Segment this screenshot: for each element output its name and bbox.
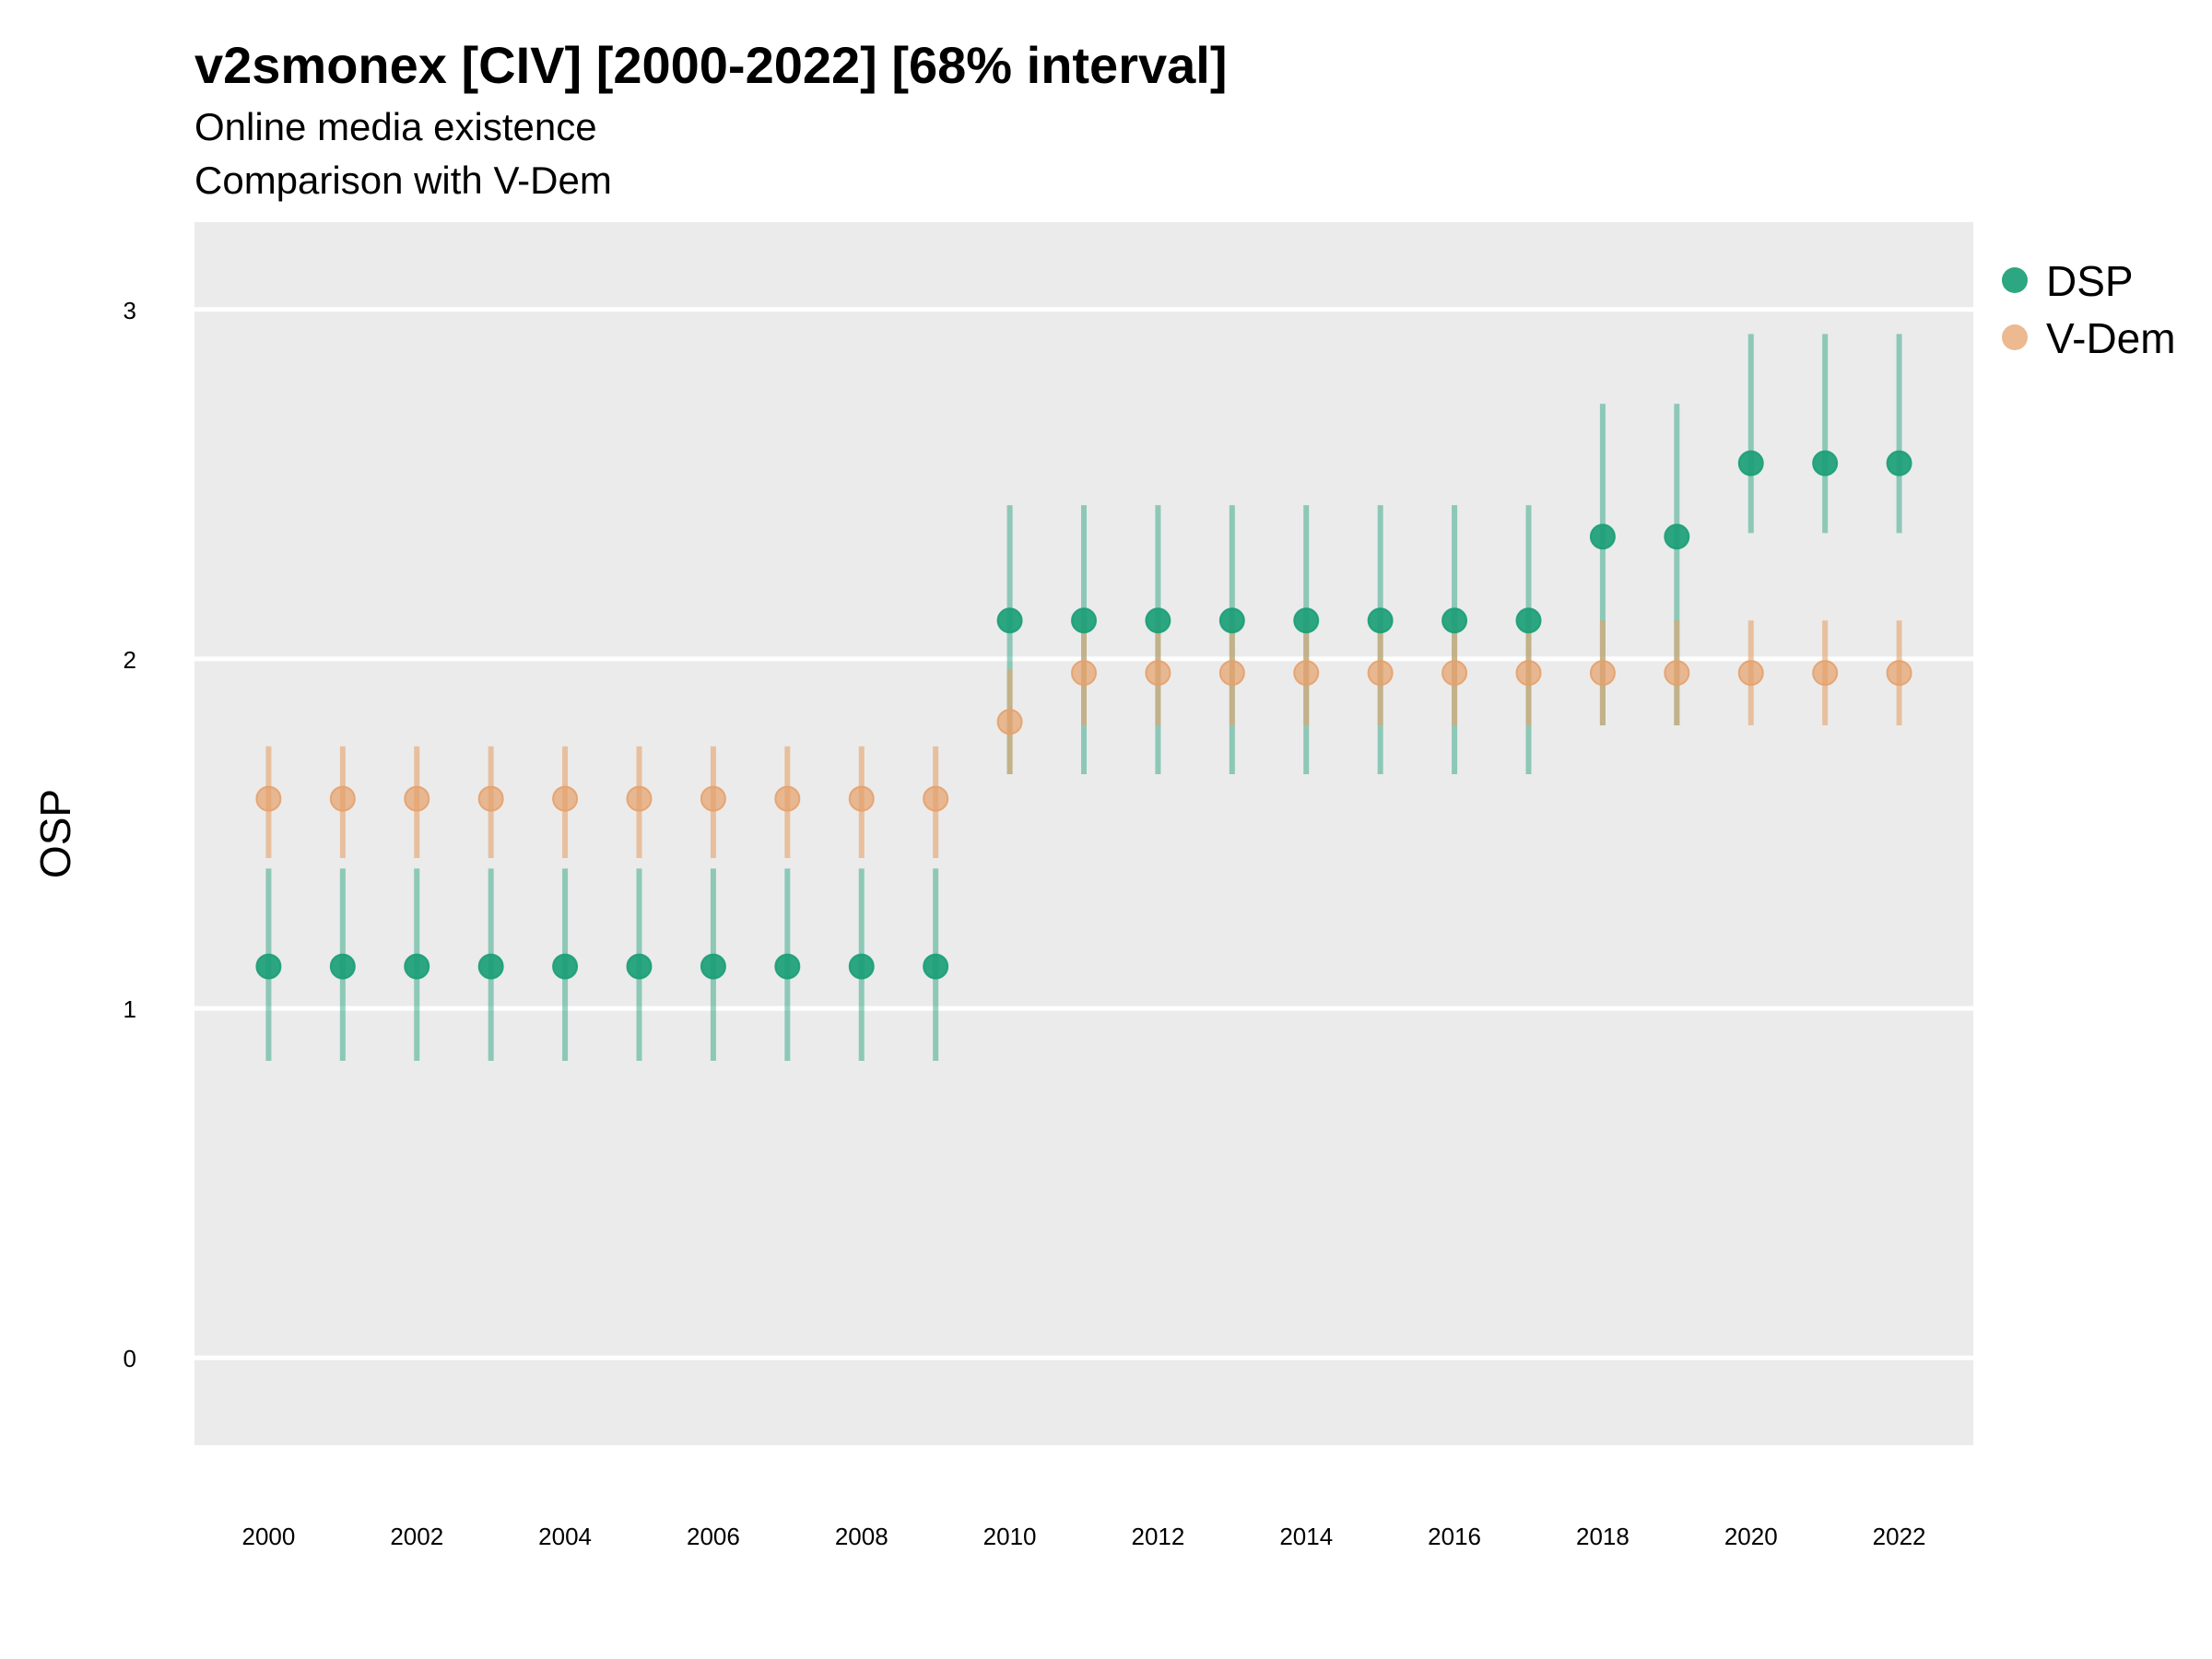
vdem-point-2007 [774, 785, 801, 812]
vdem-point-2005 [626, 785, 653, 812]
dsp-point-2022 [1886, 450, 1912, 477]
x-tick-label: 2000 [241, 1523, 295, 1550]
vdem-point-2014 [1293, 660, 1320, 687]
vdem-point-2001 [329, 785, 356, 812]
dsp-point-2005 [626, 953, 653, 980]
x-tick-label: 2010 [983, 1523, 1037, 1550]
dsp-point-2016 [1441, 607, 1468, 634]
y-axis-ticks: 0 1 2 3 [124, 297, 136, 1372]
chart-subtitle: Online media existence [194, 105, 597, 148]
x-tick-label: 2022 [1873, 1523, 1926, 1550]
x-tick-label: 2014 [1279, 1523, 1333, 1550]
vdem-point-2003 [477, 785, 504, 812]
legend-key-vdem [2002, 324, 2028, 350]
x-tick-label: 2020 [1724, 1523, 1778, 1550]
vdem-point-2020 [1737, 660, 1764, 687]
x-axis-ticks: 2000 2002 2004 2006 2008 2010 2012 2014 2016 2018… [241, 1523, 1925, 1550]
vdem-point-2008 [848, 785, 875, 812]
x-tick-label: 2002 [390, 1523, 443, 1550]
vdem-point-2002 [404, 785, 430, 812]
x-tick-label: 2004 [538, 1523, 592, 1550]
dsp-point-2018 [1589, 524, 1616, 550]
vdem-point-2009 [923, 785, 949, 812]
vdem-point-2021 [1812, 660, 1839, 687]
dsp-point-2001 [329, 953, 356, 980]
dsp-point-2013 [1218, 607, 1245, 634]
dsp-point-2003 [477, 953, 504, 980]
y-tick-label: 3 [124, 297, 136, 324]
x-tick-label: 2006 [687, 1523, 740, 1550]
dsp-point-2020 [1737, 450, 1764, 477]
dsp-point-2011 [1071, 607, 1097, 634]
dsp-point-2009 [923, 953, 949, 980]
vdem-point-2019 [1664, 660, 1690, 687]
x-tick-label: 2008 [835, 1523, 888, 1550]
dsp-point-2004 [552, 953, 579, 980]
dsp-point-2010 [996, 607, 1023, 634]
panel-background [194, 222, 1973, 1445]
vdem-point-2015 [1367, 660, 1394, 687]
y-tick-label: 2 [124, 646, 136, 674]
x-tick-label: 2018 [1576, 1523, 1630, 1550]
vdem-point-2006 [700, 785, 726, 812]
x-tick-label: 2012 [1131, 1523, 1184, 1550]
dsp-point-2012 [1145, 607, 1171, 634]
dsp-point-2014 [1293, 607, 1320, 634]
dsp-point-2017 [1515, 607, 1542, 634]
dsp-point-2002 [404, 953, 430, 980]
chart-title: v2smonex [CIV] [2000-2022] [68% interval… [194, 36, 1228, 94]
vdem-point-2012 [1145, 660, 1171, 687]
dsp-point-2006 [700, 953, 726, 980]
dsp-point-2015 [1367, 607, 1394, 634]
vdem-point-2011 [1071, 660, 1097, 687]
y-tick-label: 0 [124, 1345, 136, 1372]
vdem-point-2000 [255, 785, 282, 812]
legend-label-dsp: DSP [2046, 257, 2134, 305]
dsp-point-2019 [1664, 524, 1690, 550]
vdem-point-2017 [1515, 660, 1542, 687]
legend-key-dsp [2002, 267, 2028, 293]
y-tick-label: 1 [124, 995, 136, 1023]
x-tick-label: 2016 [1428, 1523, 1481, 1550]
vdem-point-2013 [1218, 660, 1245, 687]
y-axis-label: OSP [31, 789, 79, 878]
vdem-point-2010 [996, 709, 1023, 735]
dsp-point-2007 [774, 953, 801, 980]
data-points [255, 450, 1912, 980]
dsp-point-2008 [848, 953, 875, 980]
vdem-point-2022 [1886, 660, 1912, 687]
vdem-point-2004 [552, 785, 579, 812]
vdem-point-2018 [1589, 660, 1616, 687]
chart-subtitle-secondary: Comparison with V-Dem [194, 159, 612, 202]
legend-label-vdem: V-Dem [2046, 314, 2176, 362]
vdem-point-2016 [1441, 660, 1468, 687]
dsp-point-2021 [1812, 450, 1839, 477]
dsp-point-2000 [255, 953, 282, 980]
